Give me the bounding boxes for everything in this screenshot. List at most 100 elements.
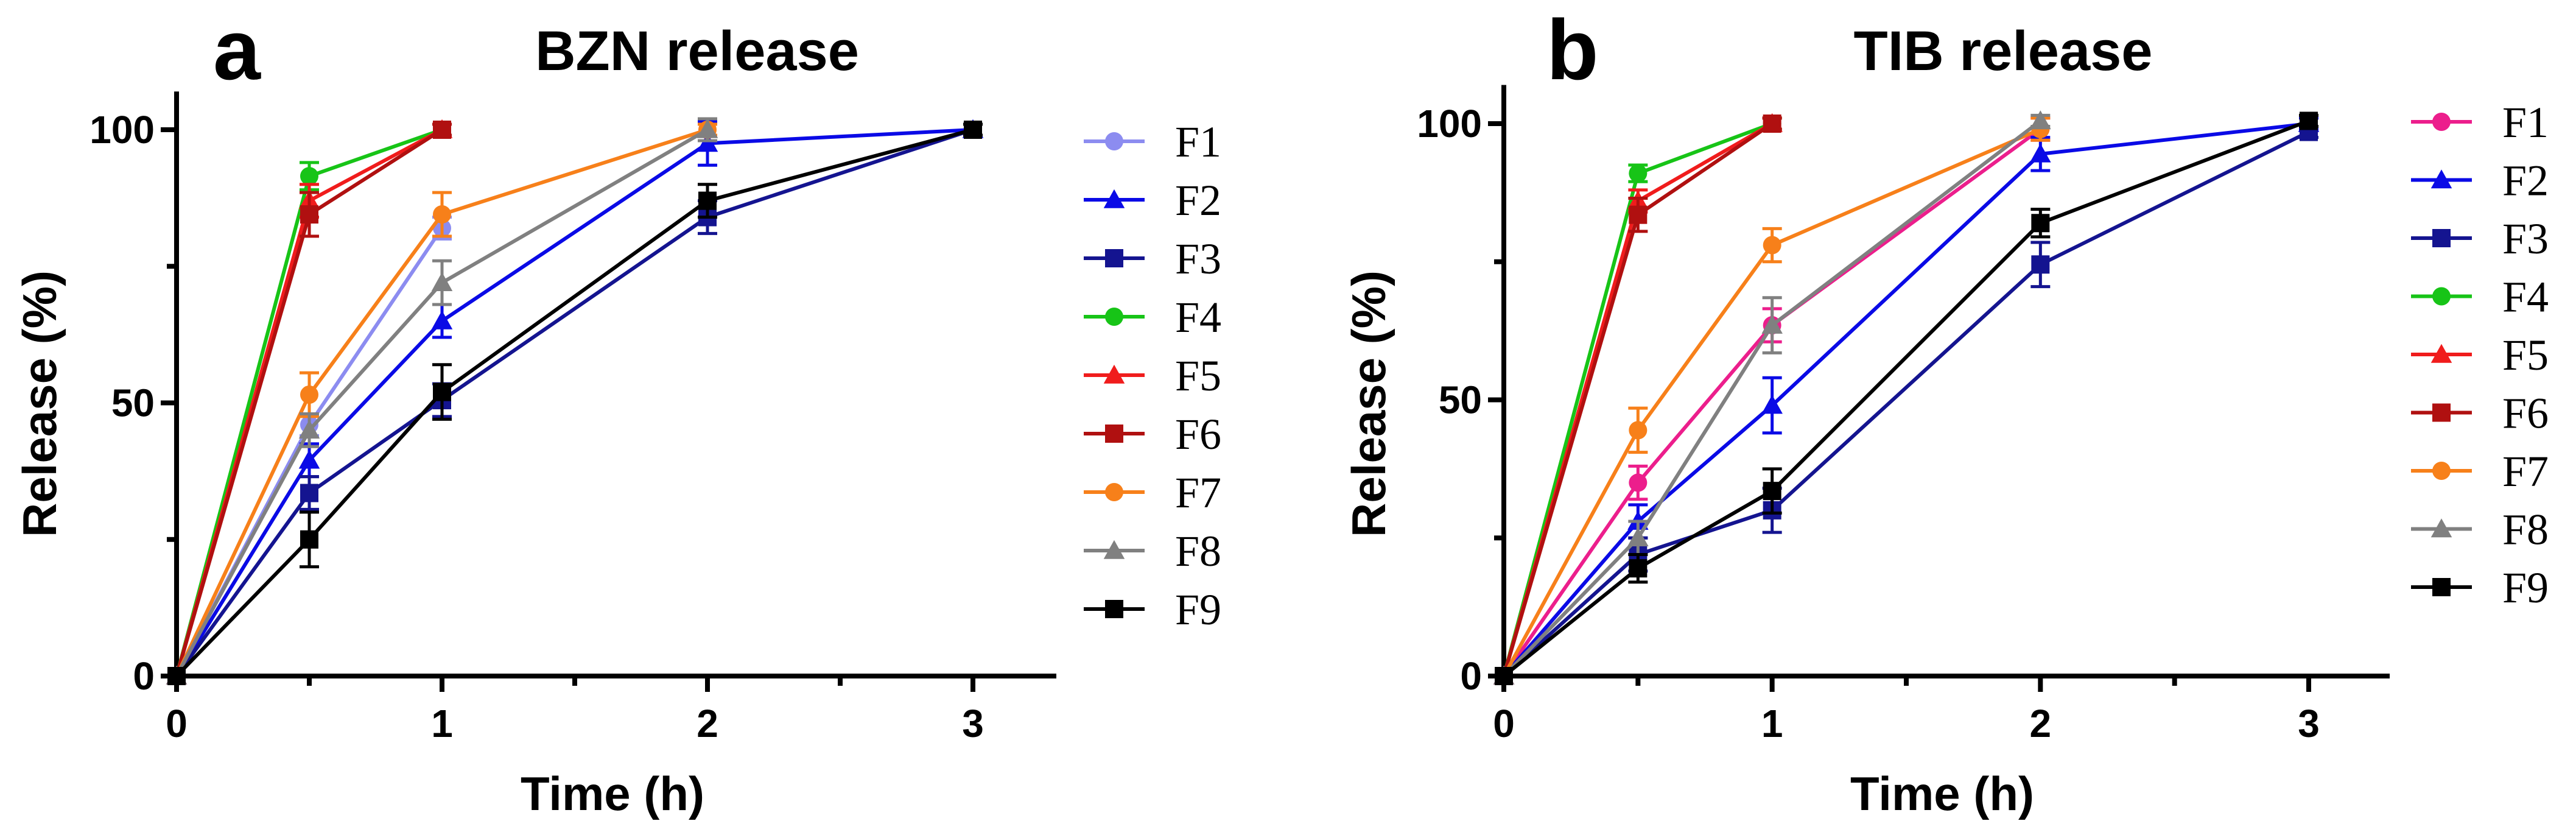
legend-label: F6 [1175,410,1221,459]
data-point [300,484,318,502]
legend-marker [1105,600,1123,618]
chart-title: TIB release [1854,20,2153,82]
legend-label: F8 [1175,527,1221,576]
y-tick-label: 100 [89,108,155,152]
legend-item-f5: F5 [2411,331,2549,379]
x-tick-label: 1 [431,702,453,745]
legend-label: F2 [2502,157,2549,205]
legend-item-f7: F7 [1084,468,1221,517]
x-axis-label: Time (h) [1850,767,2034,820]
series-line [175,128,708,677]
series-line [175,128,974,678]
series-f3 [1495,122,2318,685]
plot-area: 0 50 100 0 1 2 3 [89,91,1056,745]
series-line [1502,130,2310,678]
legend-label: F8 [2502,506,2549,554]
series-f8 [166,117,718,685]
legend-marker [2432,113,2451,131]
data-point [2031,214,2050,233]
data-point [2031,255,2050,274]
legend-item-f3: F3 [2411,214,2549,263]
legend-item-f6: F6 [1084,410,1221,459]
legend-marker [1105,249,1123,267]
chart-panel-b: b TIB release Release (%) Time (h) 0 50 10… [1342,2,2549,820]
series-f9 [167,121,983,685]
legend-marker [1105,425,1123,443]
series-line [175,128,709,677]
x-tick-label: 2 [2030,702,2052,745]
x-tick-label: 1 [1761,702,1783,745]
legend-item-f5: F5 [1084,351,1221,400]
data-point [300,386,318,404]
legend-marker [1105,308,1123,326]
x-tick-label: 3 [2298,702,2320,745]
legend-item-f9: F9 [2411,563,2549,612]
data-point [964,121,982,139]
legend: F1 F2 F3 F4 F5 F6 F7 F8 F9 [2411,98,2549,612]
legend-item-f6: F6 [2411,389,2549,438]
data-point [1761,314,1783,334]
series-f2 [1493,113,2320,685]
y-tick-label: 50 [111,381,155,425]
data-point [300,530,318,549]
data-point [1629,421,1648,440]
data-point [1763,115,1781,133]
y-tick-label: 50 [1439,378,1482,422]
legend-marker [2430,169,2452,189]
data-point [431,272,453,291]
legend-item-f2: F2 [2411,157,2549,205]
data-point [1629,473,1648,492]
legend-label: F2 [1175,176,1221,225]
series-line [1502,119,2042,678]
data-point [1629,559,1648,578]
legend-label: F7 [2502,447,2549,496]
data-point [2300,111,2318,130]
legend-item-f4: F4 [2411,273,2549,322]
legend-item-f1: F1 [2411,98,2549,147]
series-f9 [1495,111,2318,685]
data-point [1763,482,1781,501]
series-line [1503,119,2310,678]
x-tick-label: 0 [1493,702,1515,745]
legend-marker [1105,132,1123,150]
data-point [298,420,320,439]
legend-marker [2430,518,2452,538]
data-point [697,133,718,152]
x-axis-label: Time (h) [521,767,704,820]
data-point [1761,395,1783,414]
panel-letter: b [1546,2,1599,97]
y-tick-label: 100 [1417,102,1482,146]
y-axis-label: Release (%) [1342,270,1395,537]
data-point [2030,143,2051,163]
chart-panel-a: a BZN release Release (%) Time (h) 05010… [13,2,1221,820]
series-line [1502,127,2042,677]
data-point [167,667,186,685]
legend-marker [2432,229,2451,247]
legend-label: F3 [1175,234,1221,283]
x-tick-label: 3 [962,702,984,745]
data-point [2030,110,2051,130]
legend-label: F3 [2502,214,2549,263]
data-point [298,449,320,469]
x-tick-label: 2 [697,702,718,745]
data-point [300,167,318,186]
data-point [1629,164,1648,183]
data-point [1763,236,1781,255]
legend-marker [2432,403,2451,422]
legend-label: F9 [1175,585,1221,634]
legend-marker [2430,344,2452,363]
legend-item-f8: F8 [1084,527,1221,576]
legend-marker [1103,189,1125,208]
chart-title: BZN release [535,20,859,82]
plot-area: 0 50 100 0 1 2 3 [1417,85,2390,745]
legend-label: F4 [1175,293,1221,342]
series-line [1502,127,2041,677]
y-tick-label: 0 [133,654,155,698]
legend-item-f7: F7 [2411,447,2549,496]
data-point [433,121,451,139]
data-point [300,205,318,224]
legend-label: F5 [2502,331,2549,379]
legend-marker [1103,540,1125,559]
legend-label: F1 [2502,98,2549,147]
series-f2 [166,119,984,685]
